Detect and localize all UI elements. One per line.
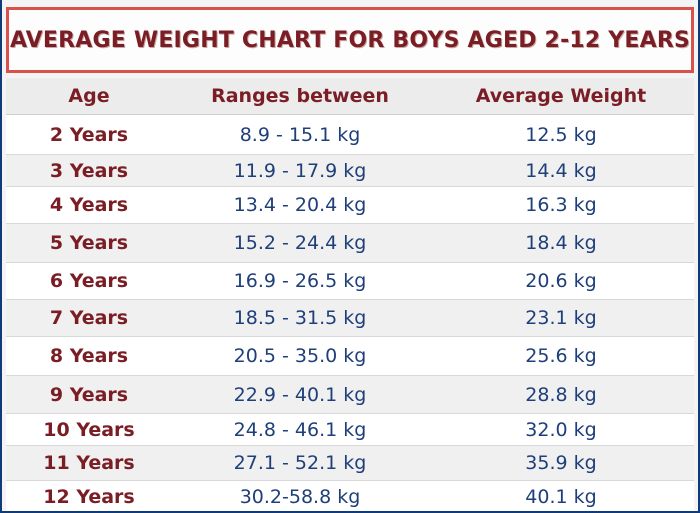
average-cell: 20.6 kg	[428, 262, 694, 300]
age-cell: 11 Years	[6, 445, 172, 481]
range-cell: 16.9 - 26.5 kg	[172, 262, 428, 300]
age-cell: 5 Years	[6, 223, 172, 263]
range-cell: 22.9 - 40.1 kg	[172, 375, 428, 414]
range-cell: 24.8 - 46.1 kg	[172, 413, 428, 446]
average-cell: 25.6 kg	[428, 336, 694, 376]
age-cell: 4 Years	[6, 186, 172, 224]
range-cell: 15.2 - 24.4 kg	[172, 223, 428, 263]
average-cell: 18.4 kg	[428, 223, 694, 263]
range-cell: 18.5 - 31.5 kg	[172, 299, 428, 337]
table-row: 11 Years 27.1 - 52.1 kg 35.9 kg	[6, 445, 694, 481]
age-cell: 2 Years	[6, 114, 172, 155]
page-title: AVERAGE WEIGHT CHART FOR BOYS AGED 2-12 …	[9, 27, 691, 53]
age-cell: 3 Years	[6, 154, 172, 187]
average-cell: 35.9 kg	[428, 445, 694, 481]
table-body: 2 Years 8.9 - 15.1 kg 12.5 kg 3 Years 11.9 -…	[6, 114, 694, 511]
range-cell: 20.5 - 35.0 kg	[172, 336, 428, 376]
age-cell: 6 Years	[6, 262, 172, 300]
table-row: 2 Years 8.9 - 15.1 kg 12.5 kg	[6, 114, 694, 155]
header-range: Ranges between	[172, 78, 428, 115]
table-row: 6 Years 16.9 - 26.5 kg 20.6 kg	[6, 262, 694, 300]
average-cell: 12.5 kg	[428, 114, 694, 155]
age-cell: 10 Years	[6, 413, 172, 446]
table-row: 8 Years 20.5 - 35.0 kg 25.6 kg	[6, 336, 694, 376]
average-cell: 23.1 kg	[428, 299, 694, 337]
table-row: 12 Years 30.2-58.8 kg 40.1 kg	[6, 480, 694, 511]
weight-table: Age Ranges between Average Weight 2 Year…	[6, 78, 694, 511]
average-cell: 28.8 kg	[428, 375, 694, 414]
average-cell: 16.3 kg	[428, 186, 694, 224]
range-cell: 27.1 - 52.1 kg	[172, 445, 428, 481]
age-cell: 8 Years	[6, 336, 172, 376]
table-row: 10 Years 24.8 - 46.1 kg 32.0 kg	[6, 413, 694, 446]
age-cell: 12 Years	[6, 480, 172, 511]
table-row: 7 Years 18.5 - 31.5 kg 23.1 kg	[6, 299, 694, 337]
range-cell: 30.2-58.8 kg	[172, 480, 428, 511]
table-row: 3 Years 11.9 - 17.9 kg 14.4 kg	[6, 154, 694, 187]
range-cell: 11.9 - 17.9 kg	[172, 154, 428, 187]
title-banner: AVERAGE WEIGHT CHART FOR BOYS AGED 2-12 …	[6, 7, 694, 73]
age-cell: 9 Years	[6, 375, 172, 414]
table-row: 5 Years 15.2 - 24.4 kg 18.4 kg	[6, 223, 694, 263]
range-cell: 8.9 - 15.1 kg	[172, 114, 428, 155]
average-cell: 32.0 kg	[428, 413, 694, 446]
header-age: Age	[6, 78, 172, 115]
average-cell: 14.4 kg	[428, 154, 694, 187]
age-cell: 7 Years	[6, 299, 172, 337]
table-row: 9 Years 22.9 - 40.1 kg 28.8 kg	[6, 375, 694, 414]
table-header-row: Age Ranges between Average Weight	[6, 78, 694, 115]
header-average: Average Weight	[428, 78, 694, 115]
table-row: 4 Years 13.4 - 20.4 kg 16.3 kg	[6, 186, 694, 224]
average-cell: 40.1 kg	[428, 480, 694, 511]
range-cell: 13.4 - 20.4 kg	[172, 186, 428, 224]
